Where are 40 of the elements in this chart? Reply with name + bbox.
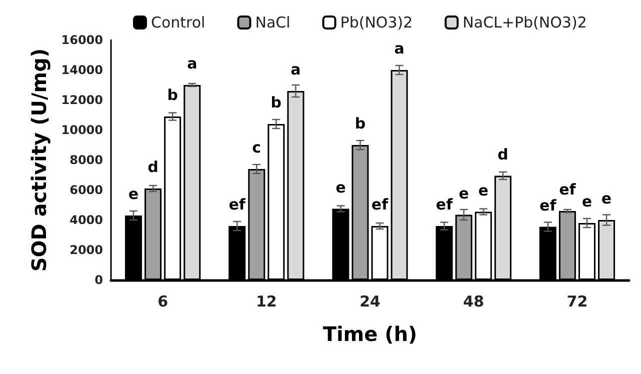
y-tick-label: 4000 — [70, 213, 103, 227]
y-tick-label: 14000 — [61, 63, 103, 77]
data-label: ef — [371, 196, 389, 214]
data-label: ef — [436, 196, 454, 214]
y-tick-label: 2000 — [70, 243, 103, 257]
x-axis-title: Time (h) — [322, 322, 418, 346]
y-tick-label: 12000 — [61, 93, 103, 107]
data-label: d — [498, 145, 508, 164]
data-label: ef — [559, 180, 576, 198]
data-label: b — [354, 114, 366, 132]
y-axis-title: SOD activity (U/mg) — [27, 48, 51, 272]
data-label: e — [336, 178, 346, 196]
data-label: e — [458, 184, 469, 202]
data-label: a — [290, 60, 301, 78]
data-label: b — [167, 86, 178, 104]
data-label: e — [478, 181, 488, 200]
data-label: a — [187, 54, 198, 72]
legend-label: Pb(NO3)2 — [340, 14, 413, 32]
x-tick-label: 12 — [256, 292, 277, 310]
y-tick-label: 0 — [94, 273, 103, 287]
data-label: c — [252, 138, 262, 156]
data-label: a — [394, 40, 404, 58]
data-label: e — [582, 192, 592, 210]
x-tick-label: 72 — [566, 292, 588, 310]
data-label: d — [148, 158, 158, 176]
legend-label: NaCl — [255, 14, 290, 32]
y-tick-label: 6000 — [70, 183, 103, 197]
data-label: e — [601, 190, 612, 208]
x-tick-label: 24 — [360, 292, 380, 310]
y-tick-label: 8000 — [70, 153, 103, 167]
data-label: ef — [540, 196, 557, 214]
legend-label: Control — [151, 14, 206, 32]
legend-label: NaCL+Pb(NO3)2 — [462, 14, 587, 32]
y-tick-label: 16000 — [61, 33, 103, 47]
data-label: e — [128, 185, 139, 203]
x-tick-label: 48 — [463, 292, 484, 310]
x-tick-label: 6 — [158, 292, 168, 310]
y-tick-label: 10000 — [61, 123, 103, 137]
data-label: b — [270, 94, 282, 112]
data-label: ef — [228, 196, 246, 214]
